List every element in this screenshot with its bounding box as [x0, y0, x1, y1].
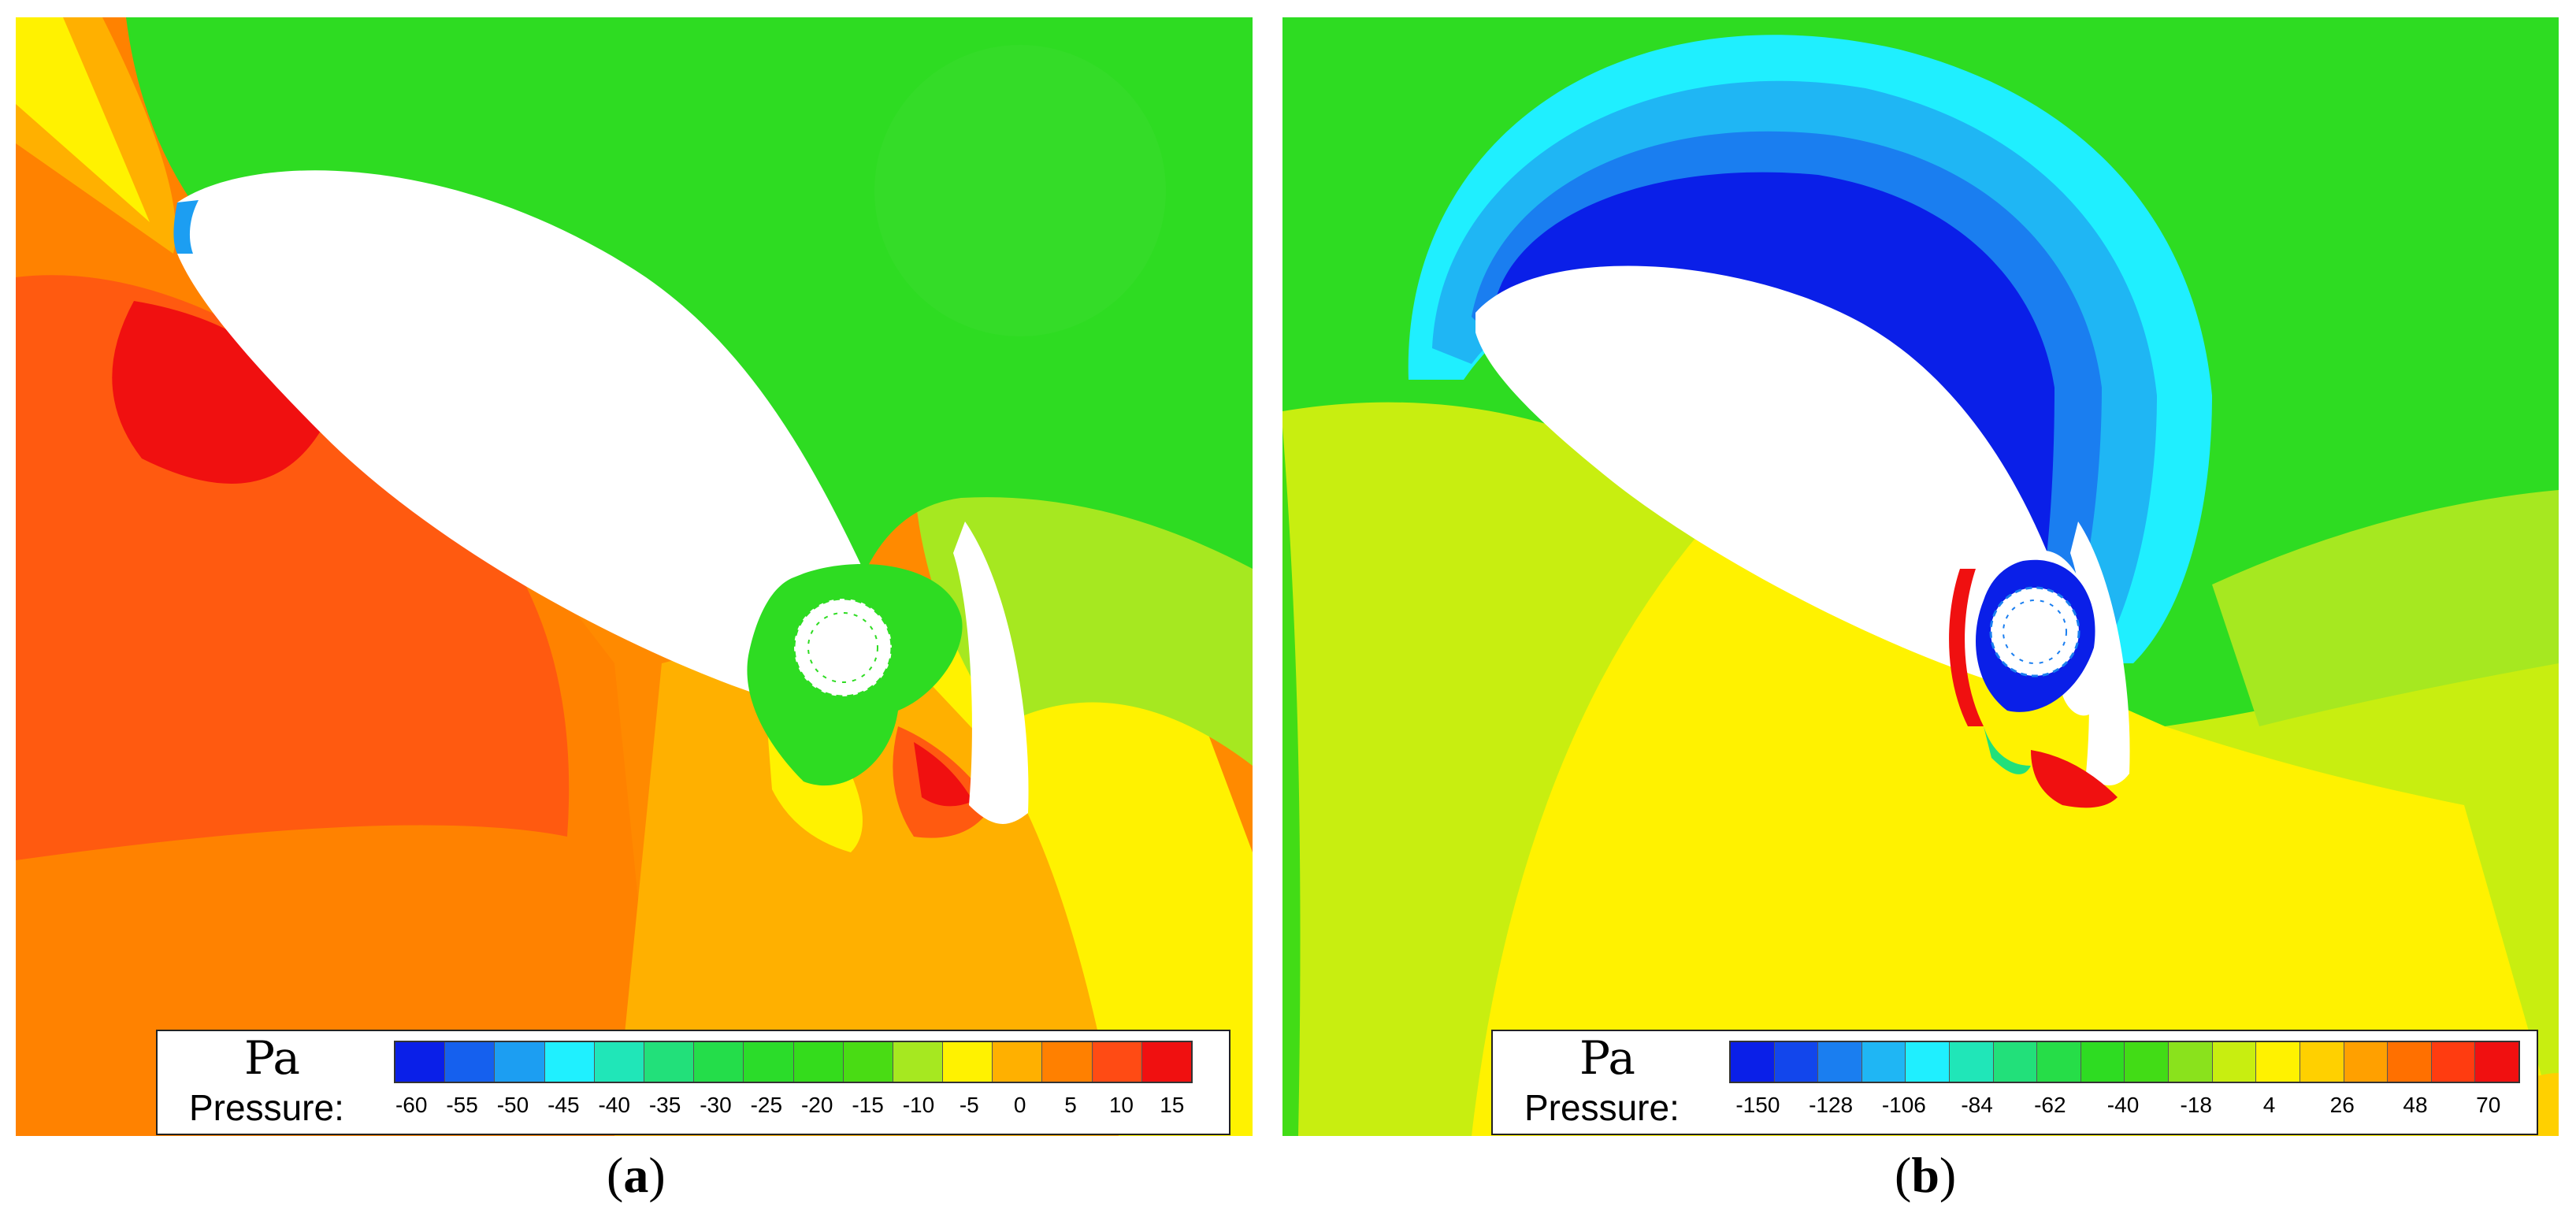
colorbar-swatch: [893, 1042, 944, 1082]
caption-letter-b: b: [1911, 1147, 1939, 1203]
colorbar-swatch: [1818, 1042, 1862, 1082]
colorbar-tick-label: -150: [1735, 1093, 1780, 1117]
colorbar-swatch: [1042, 1042, 1093, 1082]
colorbar-swatch: [544, 1042, 595, 1082]
colorbar-swatch: [793, 1042, 844, 1082]
colorbar-swatch: [1906, 1042, 1951, 1082]
colorbar-swatch: [2125, 1042, 2170, 1082]
colorbar-tick-label: 15: [1160, 1093, 1185, 1117]
pressure-contour-plot-b: [1282, 17, 2559, 1136]
colorbar-swatch: [2388, 1042, 2432, 1082]
colorbar-swatch: [644, 1042, 695, 1082]
colorbar-swatch: [594, 1042, 644, 1082]
colorbar-swatch: [744, 1042, 794, 1082]
caption-paren-close: ): [1939, 1147, 1957, 1203]
colorbar-tick-label: -106: [1881, 1093, 1926, 1117]
colorbar-swatch: [1993, 1042, 2038, 1082]
unit-label: Pa: [244, 1031, 300, 1085]
caption-b: (b): [1895, 1146, 1956, 1205]
colorbar-tick-label: -15: [852, 1093, 884, 1117]
contour-panel-a: Pa Pressure: -60 -55 -50 -45 -40 -35 -30 -25 -20…: [16, 17, 1253, 1136]
colorbar-b: [1729, 1041, 2520, 1083]
colorbar-tick-label: 10: [1108, 1093, 1134, 1117]
colorbar-ticks-a: -60 -55 -50 -45 -40 -35 -30 -25 -20 -15 -10 -5 0 5 10 1…: [386, 1093, 1197, 1118]
colorbar-tick-label: 26: [2329, 1093, 2355, 1117]
colorbar-swatch: [2475, 1042, 2518, 1082]
colorbar-swatch: [943, 1042, 993, 1082]
colorbar-a: [394, 1041, 1193, 1083]
colorbar-legend-a: Pa Pressure: -60 -55 -50 -45 -40 -35 -30 -25 -20…: [156, 1030, 1230, 1135]
colorbar-swatch: [445, 1042, 496, 1082]
colorbar-legend-b: Pa Pressure: -150 -128 -106 -84 -62 -40 -18 4 26…: [1491, 1030, 2538, 1135]
colorbar-tick-label: -25: [750, 1093, 783, 1117]
colorbar-swatch: [843, 1042, 893, 1082]
caption-paren-close: ): [648, 1147, 666, 1203]
colorbar-swatch: [1861, 1042, 1906, 1082]
colorbar-tick-label: 0: [1013, 1093, 1026, 1117]
colorbar-swatch: [2256, 1042, 2300, 1082]
colorbar-tick-label: -40: [2106, 1093, 2140, 1117]
colorbar-swatch: [2037, 1042, 2081, 1082]
caption-a: (a): [607, 1146, 666, 1205]
colorbar-swatch: [395, 1042, 446, 1082]
unit-label: Pa: [1579, 1031, 1635, 1085]
colorbar-tick-label: -60: [395, 1093, 428, 1117]
caption-paren-open: (: [1895, 1147, 1912, 1203]
colorbar-tick-label: -55: [446, 1093, 478, 1117]
colorbar-swatch: [2344, 1042, 2389, 1082]
colorbar-tick-label: 70: [2476, 1093, 2501, 1117]
colorbar-tick-label: -18: [2180, 1093, 2212, 1117]
colorbar-swatch: [1141, 1042, 1191, 1082]
colorbar-swatch: [1950, 1042, 1994, 1082]
caption-paren-open: (: [607, 1147, 624, 1203]
colorbar-tick-label: 4: [2262, 1093, 2276, 1117]
colorbar-swatch: [993, 1042, 1043, 1082]
colorbar-swatch: [2212, 1042, 2257, 1082]
colorbar-swatch: [2299, 1042, 2344, 1082]
colorbar-tick-label: -45: [547, 1093, 580, 1117]
pressure-label: Pressure:: [189, 1087, 344, 1128]
colorbar-tick-label: -20: [800, 1093, 833, 1117]
colorbar-swatch: [2169, 1042, 2213, 1082]
colorbar-tick-label: 48: [2403, 1093, 2428, 1117]
caption-letter-a: a: [623, 1147, 649, 1203]
colorbar-ticks-b: -150 -128 -106 -84 -62 -40 -18 4 26 48 70: [1721, 1093, 2525, 1118]
contour-panel-b: Pa Pressure: -150 -128 -106 -84 -62 -40 -18 4 26…: [1282, 17, 2559, 1136]
colorbar-tick-label: -50: [496, 1093, 529, 1117]
colorbar-swatch: [1731, 1042, 1775, 1082]
colorbar-tick-label: -84: [1961, 1093, 1993, 1117]
colorbar-swatch: [2080, 1042, 2125, 1082]
pressure-label: Pressure:: [1524, 1087, 1680, 1128]
pressure-contour-plot-a: [16, 17, 1253, 1136]
colorbar-tick-label: -40: [598, 1093, 630, 1117]
colorbar-swatch: [2431, 1042, 2476, 1082]
colorbar-tick-label: -30: [700, 1093, 732, 1117]
colorbar-swatch: [1774, 1042, 1819, 1082]
colorbar-tick-label: -35: [648, 1093, 681, 1117]
colorbar-tick-label: 5: [1064, 1093, 1077, 1117]
colorbar-tick-label: -5: [959, 1093, 979, 1117]
colorbar-swatch: [1092, 1042, 1142, 1082]
colorbar-tick-label: -128: [1809, 1093, 1854, 1117]
colorbar-swatch: [495, 1042, 545, 1082]
colorbar-tick-label: -10: [902, 1093, 935, 1117]
colorbar-swatch: [694, 1042, 744, 1082]
colorbar-tick-label: -62: [2034, 1093, 2066, 1117]
